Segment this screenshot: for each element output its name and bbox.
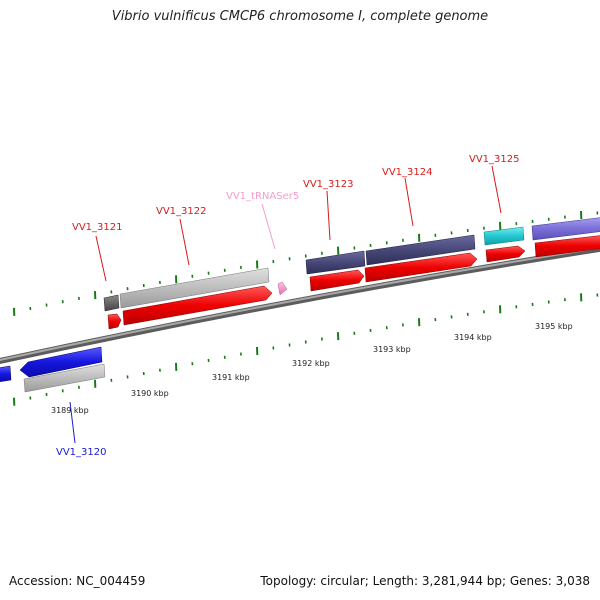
cds-vv1-3124-feature[interactable]	[364, 252, 478, 283]
cds-vv1-3121-feature[interactable]	[107, 313, 122, 330]
scale-label-3194: 3194 kbp	[454, 333, 492, 342]
cds-vv1-3122-feature[interactable]	[122, 285, 273, 326]
leader-vv1-3120	[69, 401, 76, 444]
leader-vv1-3123	[326, 190, 331, 241]
cds-next-feature[interactable]	[534, 235, 600, 258]
label-vv1-3120[interactable]: VV1_3120	[56, 447, 107, 458]
gene-vv1-trnaser5-feature[interactable]	[277, 281, 288, 296]
cds-vv1-3120-feature[interactable]	[23, 363, 106, 393]
gene-track	[0, 217, 600, 382]
accession-text: Accession: NC_004459	[9, 574, 146, 588]
label-vv1-3122[interactable]: VV1_3122	[156, 206, 207, 217]
label-vv1-3125[interactable]: VV1_3125	[469, 154, 520, 165]
map-title: Vibrio vulnificus CMCP6 chromosome I, co…	[111, 9, 489, 24]
gene-vv1-3121-feature[interactable]	[103, 294, 120, 312]
scale-label-3193: 3193 kbp	[373, 345, 411, 354]
label-vv1-trnaser5[interactable]: VV1_tRNASer5	[226, 191, 299, 202]
cds-vv1-3123-feature[interactable]	[309, 269, 365, 292]
cds-track	[23, 235, 600, 393]
scale-label-3195: 3195 kbp	[535, 322, 573, 331]
scale-label-3190: 3190 kbp	[131, 389, 169, 398]
scale-label-3189: 3189 kbp	[51, 406, 89, 415]
gene-labels: VV1_3120 VV1_3121 VV1_3122 VV1_tRNASer5 …	[56, 154, 520, 458]
scale-label-3192: 3192 kbp	[292, 359, 330, 368]
leader-vv1-3125	[491, 165, 502, 214]
label-leaders	[69, 165, 502, 444]
label-vv1-3123[interactable]: VV1_3123	[303, 179, 354, 190]
cds-vv1-3125-feature[interactable]	[485, 245, 526, 263]
label-vv1-3124[interactable]: VV1_3124	[382, 167, 433, 178]
leader-vv1-3122	[179, 218, 190, 266]
leader-vv1-3124	[404, 177, 414, 227]
genome-summary-text: Topology: circular; Length: 3,281,944 bp…	[260, 574, 590, 588]
gene-vv1-3125-feature[interactable]	[483, 226, 525, 246]
backbone	[0, 245, 600, 364]
inner-tick-row	[13, 293, 599, 406]
leader-vv1-trnaser5	[261, 203, 276, 250]
gene-next-feature[interactable]	[531, 217, 600, 241]
gene-vv1-3123-feature[interactable]	[305, 250, 366, 275]
scale-labels: 3189 kbp 3190 kbp 3191 kbp 3192 kbp 3193…	[51, 322, 573, 415]
leader-vv1-3121	[95, 235, 107, 282]
outer-tick-row	[13, 210, 599, 316]
gene-left-edge-feature[interactable]	[0, 365, 12, 382]
scale-label-3191: 3191 kbp	[212, 373, 250, 382]
gene-vv1-3124-feature[interactable]	[365, 234, 476, 266]
gene-vv1-3122-feature[interactable]	[119, 267, 270, 309]
label-vv1-3121[interactable]: VV1_3121	[72, 222, 123, 233]
gene-vv1-3120-feature[interactable]	[19, 346, 103, 378]
